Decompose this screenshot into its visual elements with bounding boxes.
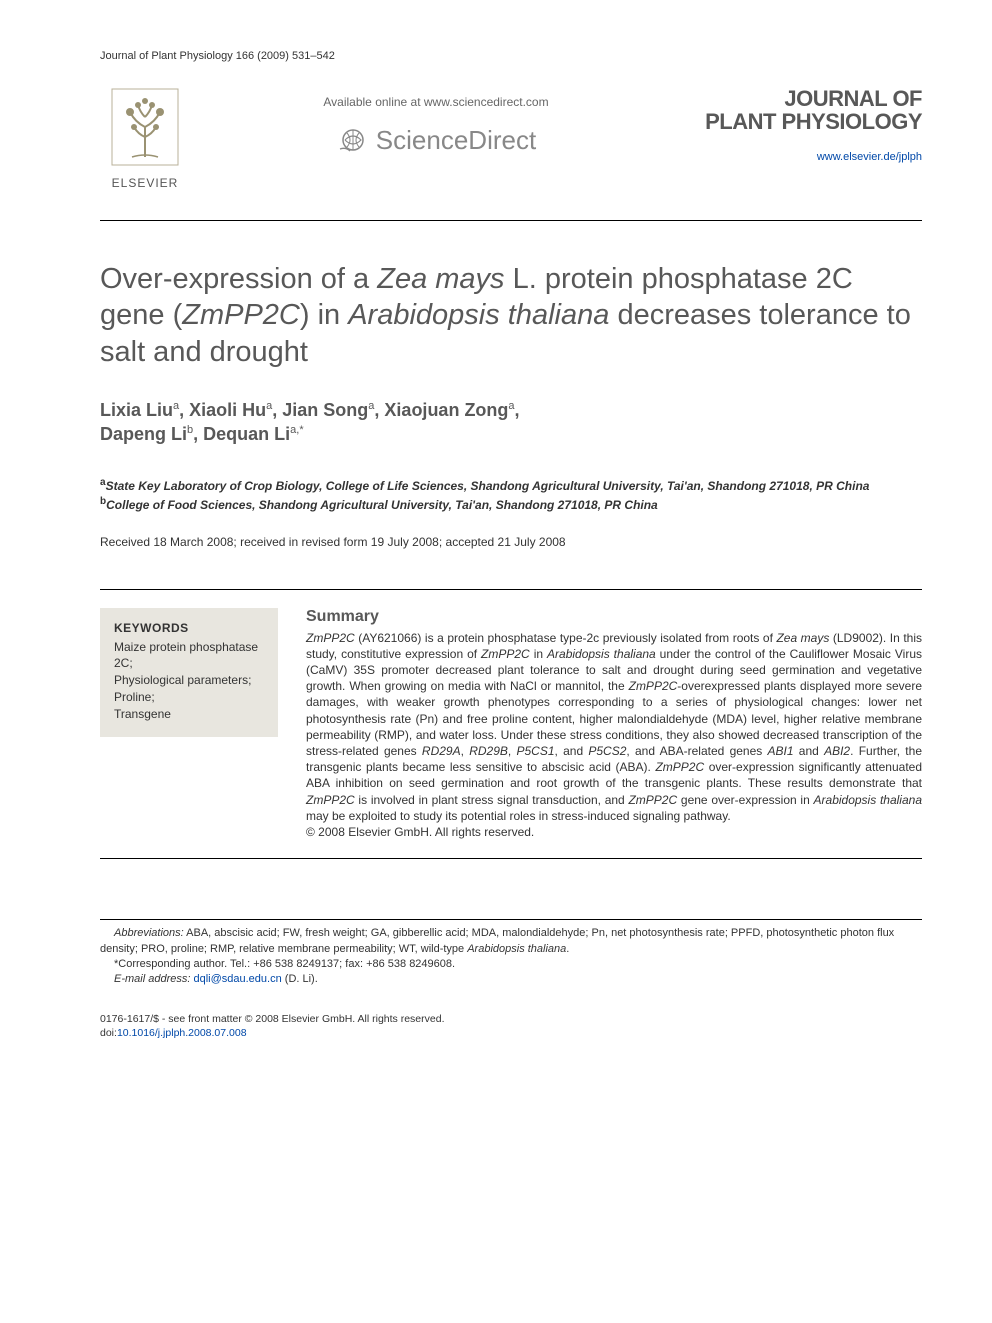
keyword-item: Proline; xyxy=(114,689,264,706)
keyword-item: Physiological parameters; xyxy=(114,672,264,689)
email-attribution: (D. Li). xyxy=(285,973,318,985)
abbreviations: Abbreviations: ABA, abscisic acid; FW, f… xyxy=(100,926,922,957)
masthead: ELSEVIER Available online at www.science… xyxy=(100,87,922,221)
doi-line: doi:10.1016/j.jplph.2008.07.008 xyxy=(100,1026,922,1040)
sciencedirect-icon xyxy=(336,123,370,157)
journal-name: JOURNAL OF PLANT PHYSIOLOGY xyxy=(682,87,922,133)
affiliation-b: bCollege of Food Sciences, Shandong Agri… xyxy=(100,495,922,513)
footer: 0176-1617/$ - see front matter © 2008 El… xyxy=(100,1012,922,1040)
email-address[interactable]: dqli@sdau.edu.cn xyxy=(193,973,281,985)
journal-block: JOURNAL OF PLANT PHYSIOLOGY www.elsevier… xyxy=(682,87,922,163)
email-line: E-mail address: dqli@sdau.edu.cn (D. Li)… xyxy=(100,972,922,987)
journal-url[interactable]: www.elsevier.de/jplph xyxy=(682,151,922,163)
email-label: E-mail address: xyxy=(114,973,190,985)
keyword-item: Maize protein phosphatase 2C; xyxy=(114,639,264,673)
doi-link[interactable]: 10.1016/j.jplph.2008.07.008 xyxy=(117,1027,247,1039)
article-title: Over-expression of a Zea mays L. protein… xyxy=(100,261,922,370)
article-dates: Received 18 March 2008; received in revi… xyxy=(100,535,922,549)
journal-name-line2: PLANT PHYSIOLOGY xyxy=(705,109,922,134)
authors: Lixia Liua, Xiaoli Hua, Jian Songa, Xiao… xyxy=(100,398,922,447)
abstract-row: KEYWORDS Maize protein phosphatase 2C; P… xyxy=(100,589,922,859)
summary-copyright: © 2008 Elsevier GmbH. All rights reserve… xyxy=(306,825,534,839)
front-matter-line: 0176-1617/$ - see front matter © 2008 El… xyxy=(100,1012,922,1026)
summary-column: Summary ZmPP2C (AY621066) is a protein p… xyxy=(306,608,922,840)
sciencedirect-block: Available online at www.sciencedirect.co… xyxy=(190,87,682,157)
elsevier-tree-icon xyxy=(110,87,180,167)
footnotes: Abbreviations: ABA, abscisic acid; FW, f… xyxy=(100,919,922,988)
elsevier-block: ELSEVIER xyxy=(100,87,190,190)
keyword-item: Transgene xyxy=(114,706,264,723)
keywords-box: KEYWORDS Maize protein phosphatase 2C; P… xyxy=(100,608,278,737)
affiliations: aState Key Laboratory of Crop Biology, C… xyxy=(100,476,922,512)
sciencedirect-wordmark: ScienceDirect xyxy=(376,125,536,156)
journal-name-line1: JOURNAL OF xyxy=(784,86,922,111)
corresponding-author: *Corresponding author. Tel.: +86 538 824… xyxy=(100,957,922,972)
elsevier-label: ELSEVIER xyxy=(100,176,190,190)
affiliation-a: aState Key Laboratory of Crop Biology, C… xyxy=(100,476,922,494)
summary-text: ZmPP2C (AY621066) is a protein phosphata… xyxy=(306,630,922,840)
running-head: Journal of Plant Physiology 166 (2009) 5… xyxy=(100,50,922,62)
keywords-heading: KEYWORDS xyxy=(114,620,264,637)
available-online-text: Available online at www.sciencedirect.co… xyxy=(190,95,682,109)
summary-heading: Summary xyxy=(306,608,922,626)
